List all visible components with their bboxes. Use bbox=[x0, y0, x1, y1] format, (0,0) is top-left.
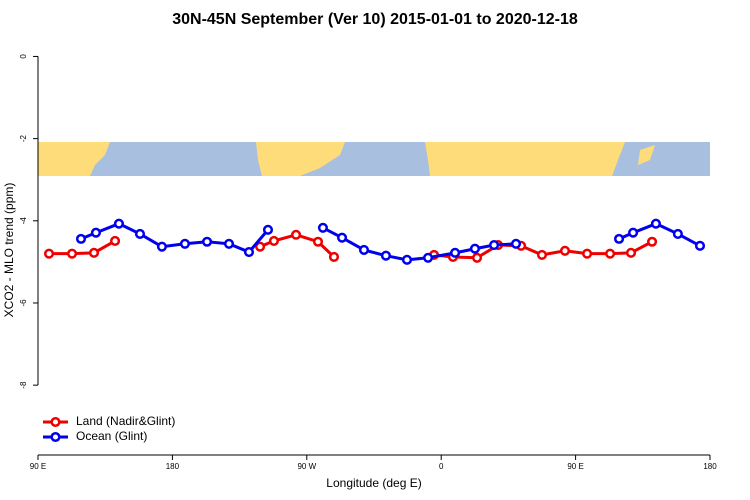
point bbox=[290, 229, 302, 240]
point bbox=[582, 248, 593, 259]
point bbox=[380, 250, 391, 261]
point bbox=[110, 235, 121, 246]
point bbox=[650, 218, 661, 229]
y-tick-label: -4 bbox=[19, 217, 28, 225]
point bbox=[179, 238, 190, 249]
point bbox=[90, 227, 101, 238]
point bbox=[423, 252, 434, 263]
point bbox=[312, 236, 324, 247]
x-tick-label: 90 E bbox=[567, 462, 583, 471]
point bbox=[471, 252, 483, 263]
legend-marker bbox=[50, 416, 61, 428]
point bbox=[243, 246, 255, 258]
point bbox=[614, 233, 625, 244]
point bbox=[489, 239, 500, 251]
map-band bbox=[38, 142, 710, 176]
legend-marker bbox=[50, 431, 61, 443]
point bbox=[268, 235, 279, 246]
point bbox=[113, 218, 124, 229]
point bbox=[625, 247, 637, 258]
point bbox=[75, 233, 87, 244]
point bbox=[628, 227, 639, 238]
point bbox=[255, 241, 266, 252]
point bbox=[66, 248, 78, 259]
x-axis-label: Longitude (deg E) bbox=[326, 476, 421, 490]
point bbox=[559, 245, 571, 256]
x-tick-label: 180 bbox=[703, 462, 717, 471]
point bbox=[134, 228, 146, 239]
point bbox=[450, 247, 461, 258]
point bbox=[223, 238, 235, 249]
point bbox=[401, 254, 413, 265]
x-tick-label: 0 bbox=[439, 462, 444, 471]
point bbox=[201, 236, 213, 247]
point bbox=[317, 222, 328, 233]
x-tick-label: 90 E bbox=[30, 462, 46, 471]
y-tick-label: 0 bbox=[19, 54, 28, 59]
point bbox=[510, 238, 522, 249]
point bbox=[536, 249, 548, 260]
point bbox=[469, 243, 480, 254]
legend-label: Land (Nadir&Glint) bbox=[76, 414, 175, 428]
point bbox=[262, 224, 274, 235]
point bbox=[88, 247, 100, 258]
point bbox=[672, 228, 683, 239]
chart-title: 30N-45N September (Ver 10) 2015-01-01 to… bbox=[172, 11, 578, 28]
point bbox=[336, 232, 348, 243]
point bbox=[605, 248, 616, 259]
point bbox=[694, 240, 706, 251]
point bbox=[44, 248, 55, 259]
y-tick-label: -6 bbox=[19, 299, 28, 307]
x-tick-label: 180 bbox=[166, 462, 180, 471]
point bbox=[156, 241, 167, 252]
y-tick-label: -2 bbox=[19, 135, 28, 143]
point bbox=[328, 251, 340, 263]
y-axis-label: XCO2 - MLO trend (ppm) bbox=[2, 183, 16, 318]
point bbox=[647, 236, 658, 247]
y-tick-label: -8 bbox=[19, 381, 28, 389]
legend-label: Ocean (Glint) bbox=[76, 429, 147, 443]
x-tick-label: 90 W bbox=[297, 462, 316, 471]
point bbox=[358, 244, 370, 256]
